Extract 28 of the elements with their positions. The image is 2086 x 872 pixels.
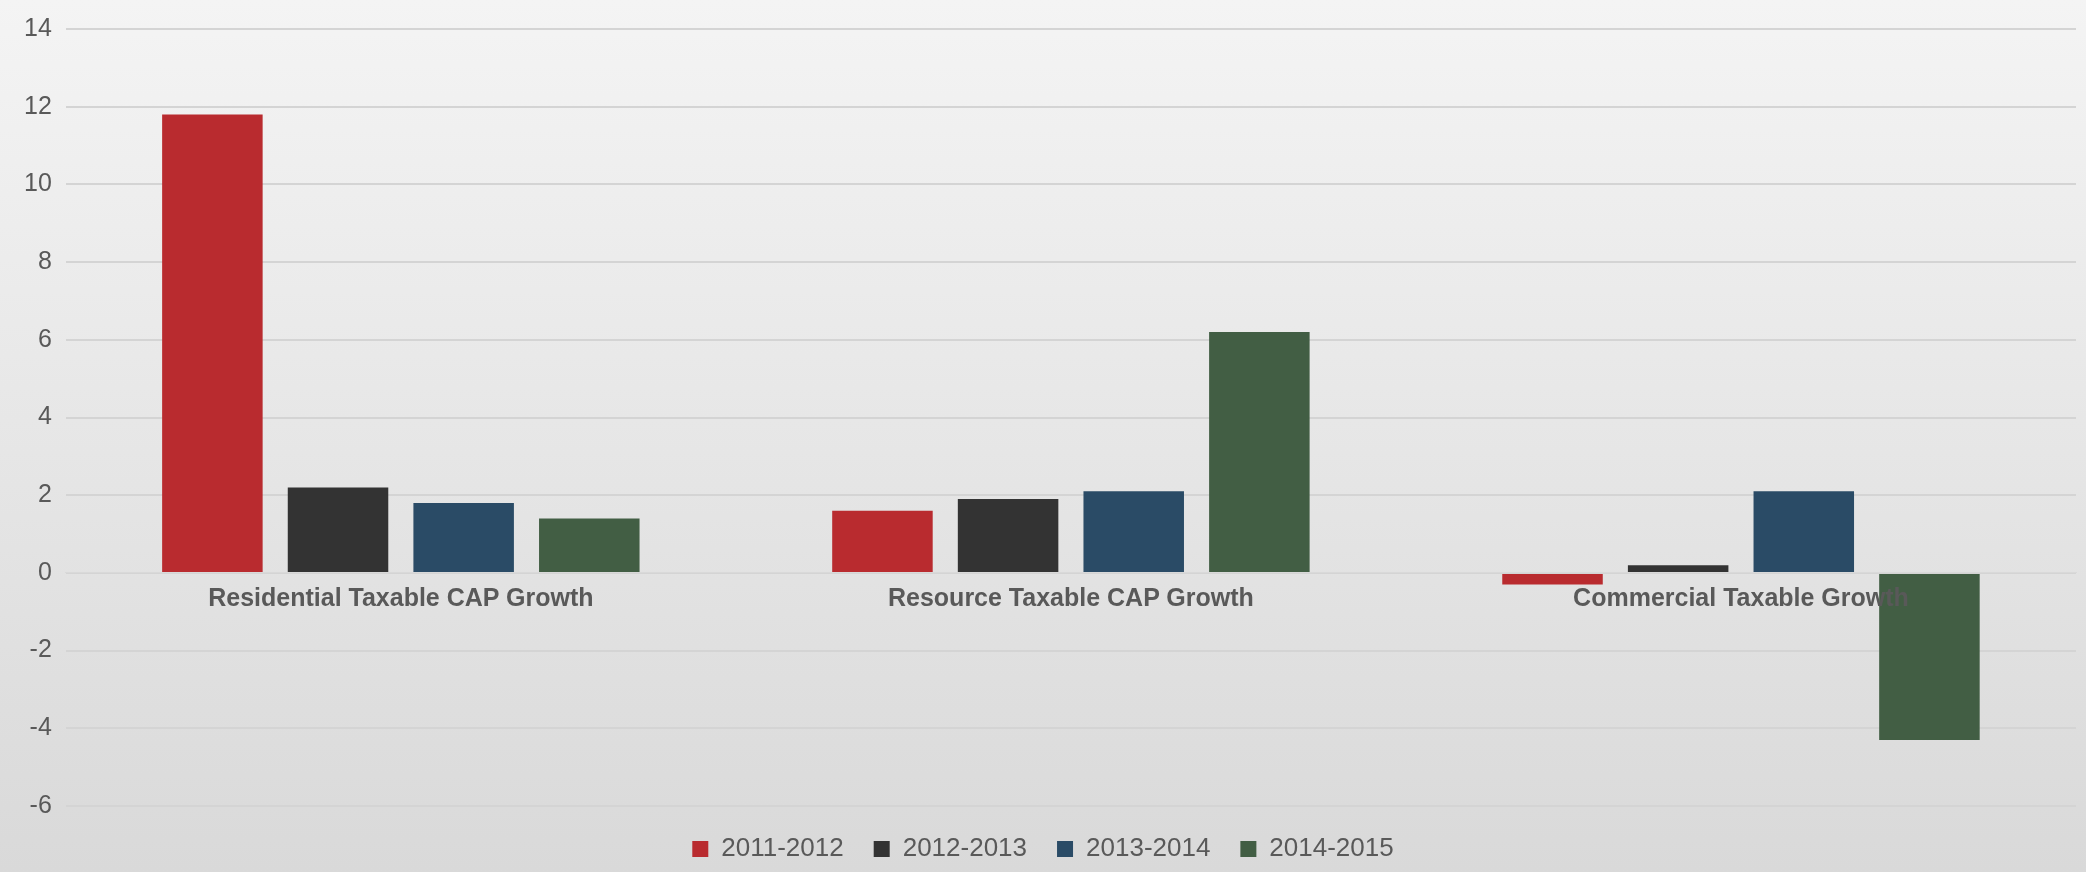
bar <box>1502 573 1603 585</box>
bar <box>539 518 640 572</box>
bar <box>1753 491 1855 572</box>
y-tick-label: -6 <box>29 789 52 818</box>
legend-label: 2012-2013 <box>902 832 1028 863</box>
y-tick-label: 8 <box>37 245 52 274</box>
bar <box>413 502 514 572</box>
bar <box>1627 565 1729 572</box>
bar <box>832 510 933 572</box>
bar <box>957 499 1059 572</box>
y-tick-label: 10 <box>24 168 52 197</box>
y-tick-label: 4 <box>37 401 52 430</box>
x-tick-label: Resource Taxable CAP Growth <box>887 583 1254 612</box>
y-tick-label: 14 <box>24 12 52 41</box>
legend-label: 2014-2015 <box>1269 832 1394 863</box>
y-tick-label: -2 <box>29 634 52 663</box>
legend-label: 2011-2012 <box>721 832 844 863</box>
y-tick-label: 6 <box>37 323 52 352</box>
y-tick-label: 2 <box>37 479 52 508</box>
y-tick-label: -4 <box>29 712 52 741</box>
y-tick-label: 12 <box>24 90 52 119</box>
x-tick-label: Residential Taxable CAP Growth <box>208 583 594 612</box>
bar <box>1209 332 1310 572</box>
y-tick-label: 0 <box>37 556 52 585</box>
bar <box>162 114 263 572</box>
bar <box>287 487 389 572</box>
bar <box>1083 491 1184 572</box>
legend-label: 2013-2014 <box>1086 832 1211 863</box>
